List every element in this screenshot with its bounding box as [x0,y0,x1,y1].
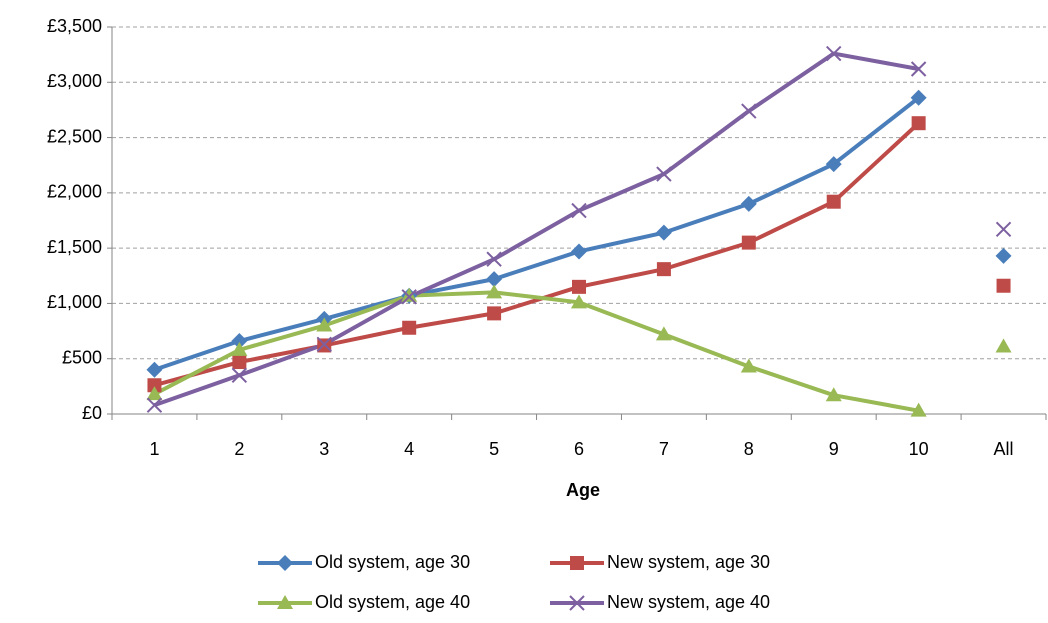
y-tick-label: £0 [82,403,102,423]
y-tick-label: £2,000 [47,182,102,202]
point [825,156,842,173]
x-tick-label: 1 [149,439,159,459]
point [571,294,587,309]
x-tick-label: All [994,439,1014,459]
point [910,402,927,417]
point [486,251,502,267]
point [656,262,671,277]
point [146,386,163,401]
point [231,341,248,356]
point [740,358,757,373]
legend-marker [277,555,293,571]
point [740,195,757,212]
y-tick-label: £1,500 [47,237,102,257]
series-line [153,121,920,388]
y-tick-label: £3,500 [47,16,102,36]
legend-marker [277,595,293,609]
point [231,367,248,384]
series-line [153,51,919,408]
y-tick-label: £2,500 [47,126,102,146]
y-tick-label: £1,000 [47,292,102,312]
point [146,361,163,378]
point [825,387,842,402]
summary-point [995,221,1012,238]
legend-label: New system, age 40 [607,592,770,612]
x-tick-label: 6 [574,439,584,459]
x-tick-label: 5 [489,439,499,459]
x-tick-label: 7 [659,439,669,459]
point [826,194,841,209]
point [401,289,417,305]
x-tick-label: 8 [744,439,754,459]
y-tick-label: £500 [62,347,102,367]
summary-point [996,278,1011,293]
series-line [153,290,919,413]
x-tick-label: 9 [829,439,839,459]
point [826,45,842,62]
legend-label: Old system, age 30 [315,552,470,572]
point [911,116,926,131]
x-tick-label: 10 [909,439,929,459]
point [656,166,672,182]
legend-marker [569,595,585,611]
series-line [153,96,920,372]
x-axis-label: Age [566,480,600,500]
point [571,243,587,260]
x-tick-label: 3 [319,439,329,459]
point [655,326,672,341]
point [402,320,417,335]
summary-point [995,247,1012,264]
x-tick-label: 4 [404,439,414,459]
point [231,333,248,350]
x-tick-label: 2 [234,439,244,459]
point [910,61,927,77]
summary-point [995,338,1012,353]
point [655,224,672,241]
point [486,271,503,288]
point [910,89,927,106]
point [401,287,418,302]
point [316,336,332,353]
point [232,355,247,370]
point [146,397,163,413]
point [147,378,162,393]
point [572,279,586,294]
point [741,103,757,119]
point [316,317,333,332]
point [486,284,503,299]
y-tick-label: £3,000 [47,71,102,91]
legend-label: New system, age 30 [607,552,770,572]
legend-label: Old system, age 40 [315,592,470,612]
legend-marker [570,556,584,570]
point [741,235,756,250]
point [487,306,502,321]
point [571,202,587,219]
